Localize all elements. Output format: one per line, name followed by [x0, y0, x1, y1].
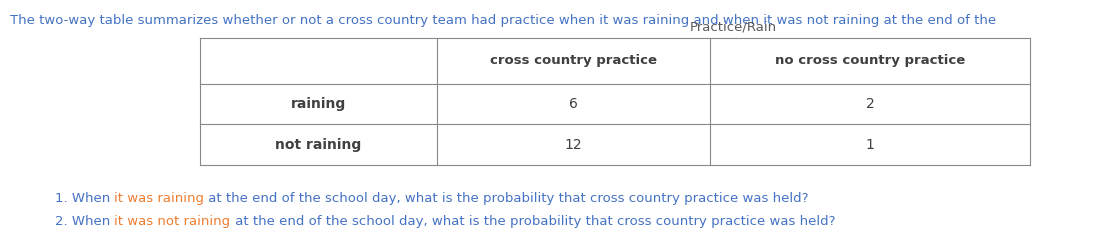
Text: it was not raining: it was not raining	[115, 215, 231, 228]
Text: 12: 12	[565, 138, 583, 152]
Text: raining: raining	[291, 97, 346, 111]
Text: at the end of the school day, what is the probability that cross country practic: at the end of the school day, what is th…	[231, 215, 835, 228]
Text: 1: 1	[866, 138, 875, 152]
Text: The two-way table summarizes whether or not a cross country team had practice wh: The two-way table summarizes whether or …	[10, 14, 997, 27]
Text: Practice/Rain: Practice/Rain	[690, 21, 776, 34]
Text: no cross country practice: no cross country practice	[775, 54, 966, 67]
Text: 2. When: 2. When	[55, 215, 115, 228]
Text: 1. When: 1. When	[55, 192, 115, 205]
Text: cross country practice: cross country practice	[490, 54, 657, 67]
Text: it was raining: it was raining	[115, 192, 205, 205]
Text: 2: 2	[866, 97, 875, 111]
Text: 6: 6	[570, 97, 578, 111]
Text: not raining: not raining	[275, 138, 362, 152]
Text: at the end of the school day, what is the probability that cross country practic: at the end of the school day, what is th…	[205, 192, 808, 205]
